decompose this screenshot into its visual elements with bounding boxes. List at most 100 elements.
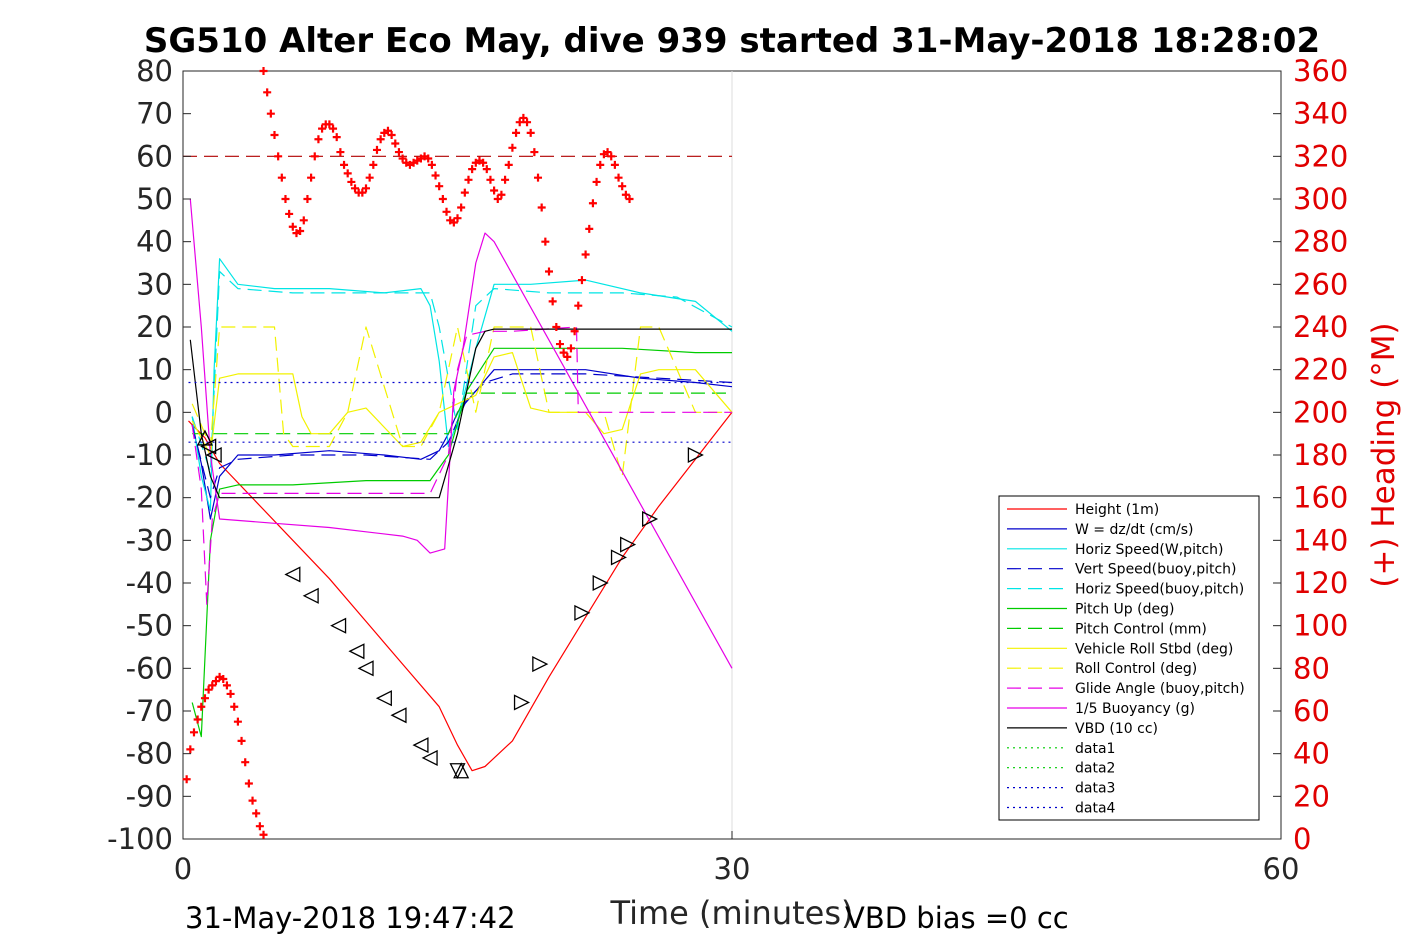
y2-tick-label: 120 [1293, 566, 1348, 600]
heading-point [493, 195, 502, 203]
y-tick-label: 80 [136, 54, 173, 88]
heading-point [347, 177, 356, 186]
legend-label-13: data2 [1075, 761, 1115, 777]
y-tick-label: 60 [136, 139, 173, 173]
legend-label-2: Horiz Speed(W,pitch) [1075, 542, 1223, 558]
heading-point [230, 702, 239, 711]
triangle-marker [200, 438, 217, 455]
series-group [188, 198, 733, 772]
heading-point [296, 227, 305, 235]
y-axis-left: 80 70 60 50 40 30 20 10 0 -10 -20 -30 -40 -50 -60 -70 -8… [107, 54, 191, 856]
legend-label-6: Pitch Control (mm) [1075, 621, 1207, 637]
x-tick-label: 0 [174, 852, 192, 886]
heading-point [314, 135, 323, 144]
heading-point [288, 222, 297, 231]
heading-point [318, 124, 327, 133]
heading-point [453, 214, 462, 223]
heading-point [197, 702, 206, 711]
heading-point [603, 148, 612, 157]
heading-point [343, 169, 352, 178]
legend-label-0: Height (1m) [1075, 502, 1159, 518]
legend-label-5: Pitch Up (deg) [1075, 602, 1174, 618]
heading-point [186, 745, 195, 754]
heading-point [383, 126, 392, 135]
heading-point [248, 796, 257, 805]
heading-point [457, 203, 466, 212]
y2-tick-label: 180 [1293, 438, 1348, 472]
series-line-7 [191, 352, 733, 456]
triangle-marker [532, 656, 549, 673]
heading-point [519, 113, 528, 122]
triangle-marker [620, 536, 637, 553]
y-tick-label: -50 [126, 609, 173, 643]
y2-tick-label: 240 [1293, 310, 1348, 344]
triangle-marker [421, 749, 438, 766]
triangle-marker [205, 446, 222, 464]
y2-tick-label: 340 [1293, 97, 1348, 131]
heading-point [479, 158, 488, 167]
heading-point [515, 118, 524, 127]
heading-point [501, 175, 510, 184]
heading-point [310, 152, 319, 161]
y-tick-label: 0 [155, 395, 173, 429]
heading-point [588, 199, 597, 208]
series-line-4 [191, 270, 733, 473]
y-tick-label: -10 [126, 438, 173, 472]
heading-point [362, 184, 370, 193]
heading-point [387, 131, 396, 139]
y2-tick-label: 260 [1293, 267, 1348, 301]
y-axis-right: 3603403203002802602402202001801601401201… [1273, 54, 1348, 856]
y2-tick-label: 320 [1293, 139, 1348, 173]
y2-tick-label: 160 [1293, 481, 1348, 515]
heading-point [398, 154, 407, 163]
heading-point [365, 173, 374, 182]
heading-point [193, 715, 202, 724]
y2-tick-label: 200 [1293, 395, 1348, 429]
legend-label-3: Vert Speed(buoy,pitch) [1075, 562, 1237, 578]
heading-point [555, 340, 564, 349]
heading-point [255, 822, 264, 831]
heading-point [534, 173, 543, 182]
x-tick-label: 60 [1263, 852, 1300, 886]
y-tick-label: -20 [126, 481, 173, 515]
heading-point [281, 195, 290, 203]
heading-point [574, 301, 583, 310]
heading-point [618, 182, 627, 191]
y-tick-label: -30 [126, 523, 173, 557]
triangle-marker [574, 604, 591, 621]
triangle-marker [284, 566, 301, 583]
heading-point [610, 160, 619, 169]
heading-point [449, 218, 458, 227]
triangle-marker [412, 737, 429, 754]
legend-label-11: VBD (10 cc) [1075, 721, 1158, 737]
x-axis-label: Time (minutes) [610, 894, 854, 932]
series-line-0 [188, 411, 733, 772]
heading-point [270, 131, 279, 139]
legend-label-10: 1/5 Buoyancy (g) [1075, 701, 1195, 717]
triangle-marker [687, 446, 704, 464]
series-line-3 [191, 373, 733, 499]
y-tick-label: -80 [126, 737, 173, 771]
heading-point [340, 160, 349, 169]
y2-tick-label: 80 [1293, 651, 1330, 685]
heading-point [369, 160, 378, 169]
heading-point [200, 694, 209, 703]
y2-tick-label: 280 [1293, 225, 1348, 259]
heading-point [625, 195, 634, 203]
y-tick-label: 20 [136, 310, 173, 344]
heading-point [523, 118, 532, 127]
heading-point [621, 190, 630, 199]
heading-point [427, 160, 436, 169]
y2-tick-label: 300 [1293, 182, 1348, 216]
heading-point [548, 297, 557, 306]
y2-tick-label: 40 [1293, 737, 1330, 771]
heading-point [504, 160, 513, 169]
heading-point [259, 67, 268, 75]
heading-point [490, 186, 499, 195]
series-line-8 [191, 326, 732, 477]
x-tick-label: 30 [714, 852, 751, 886]
legend: Height (1m) W = dz/dt (cm/s) Horiz Speed(W… [998, 495, 1260, 821]
heading-point [303, 195, 312, 203]
heading-point [244, 779, 253, 788]
